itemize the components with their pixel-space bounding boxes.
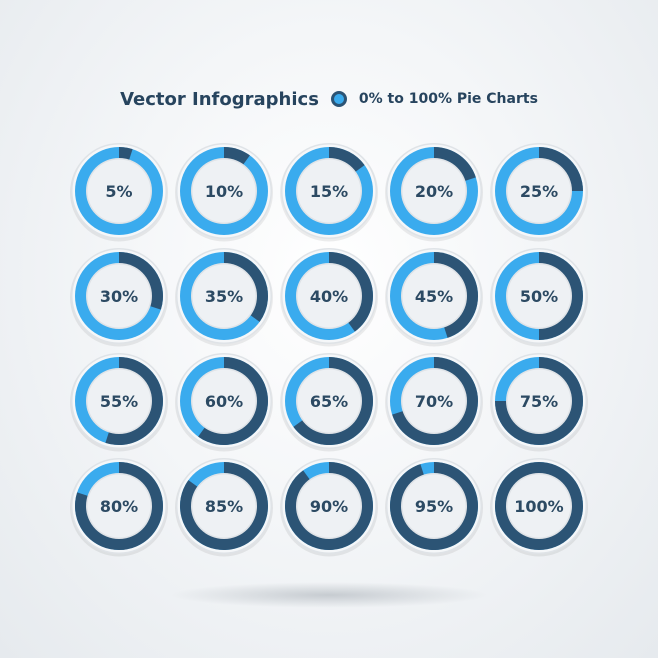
pie-chart-35: 35% <box>175 248 273 347</box>
pie-chart-55: 55% <box>70 353 168 452</box>
pie-label: 60% <box>205 392 243 411</box>
pie-chart-20: 20% <box>385 143 483 242</box>
pie-label: 50% <box>520 287 558 306</box>
pie-chart-25: 25% <box>490 143 588 242</box>
pie-inner-disc <box>192 369 256 433</box>
pie-chart-15: 15% <box>280 143 378 242</box>
pie-chart-80: 80% <box>70 458 168 557</box>
pie-label: 95% <box>415 497 453 516</box>
pie-chart-90: 90% <box>280 458 378 557</box>
pie-inner-disc <box>402 474 466 538</box>
pie-chart-95: 95% <box>385 458 483 557</box>
pie-inner-disc <box>402 369 466 433</box>
pie-inner-disc <box>87 369 151 433</box>
pie-inner-disc <box>297 159 361 223</box>
pie-inner-disc <box>297 264 361 328</box>
pie-inner-disc <box>192 159 256 223</box>
pie-chart-50: 50% <box>490 248 588 347</box>
pie-label: 65% <box>310 392 348 411</box>
pie-chart-45: 45% <box>385 248 483 347</box>
chart-header: Vector Infographics 0% to 100% Pie Chart… <box>0 84 658 114</box>
pie-chart-10: 10% <box>175 143 273 242</box>
pie-label: 10% <box>205 182 243 201</box>
pie-chart-60: 60% <box>175 353 273 452</box>
pie-label: 15% <box>310 182 348 201</box>
pie-inner-disc <box>192 264 256 328</box>
pie-label: 55% <box>100 392 138 411</box>
pie-inner-disc <box>507 369 571 433</box>
pie-chart-75: 75% <box>490 353 588 452</box>
pie-label: 40% <box>310 287 348 306</box>
pie-inner-disc <box>297 369 361 433</box>
pie-chart-65: 65% <box>280 353 378 452</box>
ground-shadow <box>169 582 489 608</box>
pie-label: 100% <box>514 497 563 516</box>
pie-label: 30% <box>100 287 138 306</box>
pie-inner-disc <box>87 264 151 328</box>
pie-chart-5: 5% <box>70 143 168 242</box>
pie-inner-disc <box>507 474 571 538</box>
chart-title: Vector Infographics <box>120 88 319 110</box>
pie-label: 20% <box>415 182 453 201</box>
legend-dot-icon <box>330 91 347 107</box>
pie-label: 75% <box>520 392 558 411</box>
chart-subtitle: 0% to 100% Pie Charts <box>358 91 538 107</box>
pie-inner-disc <box>297 474 361 538</box>
pie-inner-disc <box>87 474 151 538</box>
pie-inner-disc <box>402 159 466 223</box>
pie-chart-85: 85% <box>175 458 273 557</box>
pie-chart-40: 40% <box>280 248 378 347</box>
pie-inner-disc <box>402 264 466 328</box>
pie-label: 5% <box>105 182 132 201</box>
pie-label: 35% <box>205 287 243 306</box>
pie-label: 90% <box>310 497 348 516</box>
pie-label: 45% <box>415 287 453 306</box>
pie-chart-100: 100% <box>490 458 588 557</box>
pie-label: 80% <box>100 497 138 516</box>
pie-label: 70% <box>415 392 453 411</box>
pie-label: 85% <box>205 497 243 516</box>
pie-label: 25% <box>520 182 558 201</box>
pie-inner-disc <box>192 474 256 538</box>
pie-chart-70: 70% <box>385 353 483 452</box>
pie-inner-disc <box>507 264 571 328</box>
pie-chart-30: 30% <box>70 248 168 347</box>
pie-inner-disc <box>87 159 151 223</box>
pie-inner-disc <box>507 159 571 223</box>
